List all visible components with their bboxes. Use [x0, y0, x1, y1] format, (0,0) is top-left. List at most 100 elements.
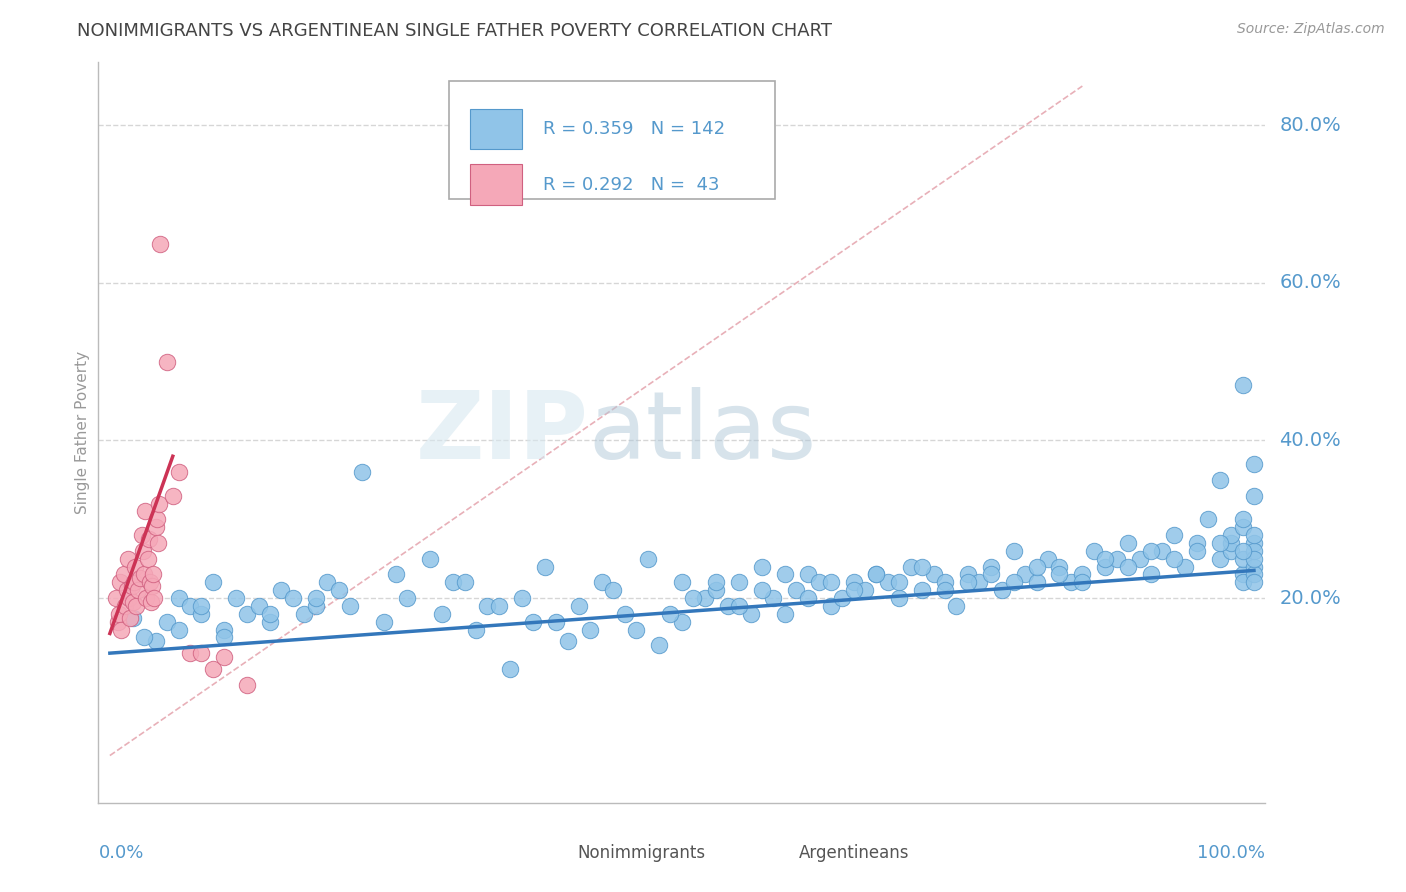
FancyBboxPatch shape: [530, 839, 571, 867]
Point: [201, 662, 224, 676]
Point: [1152, 543, 1174, 558]
Point: [1128, 551, 1150, 566]
Point: [797, 591, 820, 605]
Point: [281, 591, 304, 605]
Point: [956, 567, 979, 582]
Point: [762, 591, 785, 605]
Point: [141, 579, 163, 593]
Point: [396, 591, 419, 605]
Point: [934, 575, 956, 590]
Point: [134, 631, 156, 645]
Point: [292, 607, 315, 621]
Point: [305, 591, 328, 605]
Point: [1243, 543, 1265, 558]
Point: [121, 579, 143, 593]
Point: [339, 599, 361, 613]
Point: [1197, 512, 1219, 526]
Point: [865, 567, 887, 582]
Point: [1140, 567, 1163, 582]
Text: 80.0%: 80.0%: [1279, 116, 1341, 135]
Point: [568, 599, 591, 613]
Point: [247, 599, 270, 613]
Point: [889, 591, 911, 605]
Point: [991, 583, 1014, 598]
Point: [1232, 575, 1254, 590]
Point: [236, 607, 259, 621]
Point: [136, 551, 159, 566]
Point: [1220, 536, 1243, 550]
Point: [488, 599, 510, 613]
Point: [980, 567, 1002, 582]
Point: [117, 551, 139, 566]
Point: [1243, 559, 1265, 574]
Text: Argentineans: Argentineans: [799, 844, 910, 863]
Text: 100.0%: 100.0%: [1198, 845, 1265, 863]
Point: [624, 623, 647, 637]
Point: [1232, 551, 1254, 566]
Point: [876, 575, 898, 590]
Point: [214, 623, 236, 637]
Point: [1002, 575, 1025, 590]
Point: [969, 575, 991, 590]
Point: [717, 599, 740, 613]
Point: [121, 595, 143, 609]
Point: [728, 599, 751, 613]
Point: [316, 575, 339, 590]
Point: [671, 615, 693, 629]
Point: [108, 607, 131, 621]
Text: R = 0.359   N = 142: R = 0.359 N = 142: [543, 120, 725, 138]
Point: [544, 615, 567, 629]
Point: [167, 465, 190, 479]
Point: [441, 575, 464, 590]
Point: [751, 559, 773, 574]
Point: [270, 583, 292, 598]
Point: [107, 615, 129, 629]
Point: [146, 536, 169, 550]
Text: Source: ZipAtlas.com: Source: ZipAtlas.com: [1237, 22, 1385, 37]
Point: [773, 567, 796, 582]
Point: [122, 575, 145, 590]
Point: [557, 634, 579, 648]
Point: [808, 575, 831, 590]
Point: [704, 583, 727, 598]
Point: [110, 623, 132, 637]
Point: [1232, 512, 1254, 526]
Point: [1232, 567, 1254, 582]
Point: [114, 599, 136, 613]
Point: [385, 567, 408, 582]
Point: [1116, 559, 1139, 574]
Point: [911, 559, 934, 574]
Point: [135, 591, 157, 605]
Point: [373, 615, 395, 629]
Point: [1243, 575, 1265, 590]
Point: [751, 583, 773, 598]
Point: [465, 623, 488, 637]
Point: [773, 607, 796, 621]
Point: [591, 575, 613, 590]
Point: [1220, 543, 1243, 558]
Text: R = 0.292   N =  43: R = 0.292 N = 43: [543, 176, 720, 194]
Point: [145, 520, 167, 534]
Y-axis label: Single Father Poverty: Single Father Poverty: [75, 351, 90, 514]
Point: [118, 591, 141, 605]
Point: [1243, 528, 1265, 542]
Point: [1208, 536, 1230, 550]
Point: [1071, 575, 1094, 590]
FancyBboxPatch shape: [449, 81, 775, 200]
Point: [108, 575, 131, 590]
Point: [142, 567, 165, 582]
Point: [1049, 559, 1071, 574]
Point: [1105, 551, 1128, 566]
Point: [820, 599, 842, 613]
Point: [1232, 378, 1254, 392]
Point: [225, 591, 247, 605]
Point: [1243, 567, 1265, 582]
Point: [236, 678, 259, 692]
Point: [121, 611, 143, 625]
Point: [453, 575, 475, 590]
Point: [190, 599, 212, 613]
Point: [682, 591, 704, 605]
Point: [201, 575, 224, 590]
Point: [350, 465, 373, 479]
Point: [1140, 543, 1163, 558]
